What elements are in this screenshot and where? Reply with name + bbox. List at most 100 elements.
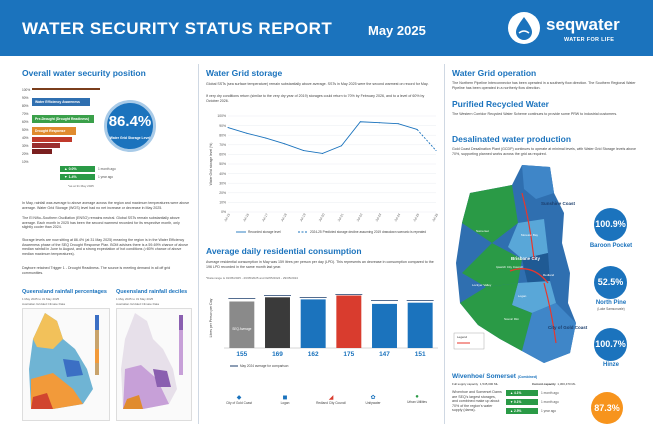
data-point	[378, 122, 380, 124]
wivenhoe-text: Wivenhoe and Somerset Dams are SEQ's lar…	[452, 390, 502, 413]
dam-north-pine-sub: (Lake Samsonvale)	[597, 307, 625, 311]
bar-value-label: 175	[343, 351, 354, 358]
council-logo-logan: ◼ Logan	[280, 395, 290, 405]
bar-value-label: 155	[236, 351, 247, 358]
council-logo-urban-utilities: ● Urban Utilities	[407, 394, 427, 404]
change-1-month: ▲ 0.0%	[60, 166, 95, 172]
data-point	[265, 137, 267, 139]
report-title: WATER SECURITY STATUS REPORT	[22, 19, 333, 38]
overall-paragraph: The El Niño–Southern Oscillation (ENSO) …	[22, 216, 180, 230]
level-band	[32, 143, 60, 148]
rainfall-percentages-title: Queensland rainfall percentages	[22, 289, 107, 295]
consumption-text: Average residential consumption in May w…	[206, 260, 434, 269]
seq-region-map	[453, 165, 576, 363]
x-tick-label: Jul-26	[431, 213, 439, 223]
series-line	[227, 121, 418, 154]
y-tick-label: 90%	[219, 124, 226, 128]
level-drought-response: Drought Response	[32, 127, 76, 135]
consumption-chart: Litres per Person per Day 155 169 162 175 147…	[209, 294, 438, 368]
rainfall-percentages-map	[22, 308, 110, 421]
y-tick-label: 20%	[219, 191, 226, 195]
wivenhoe-change-label: 1 year ago	[541, 409, 557, 413]
water-drop-icon	[508, 12, 540, 44]
consumption-note: *Data range is 01/05/2025 - 26/05/2025 a…	[206, 276, 298, 280]
map-label-scenic-rim: Scenic Rim	[504, 317, 520, 321]
y-axis-label: Litres per Person per Day	[209, 298, 213, 337]
data-point	[397, 123, 399, 125]
map-label-gold-coast: City of Gold Coast	[548, 325, 588, 330]
storage-text: Global SSTs (sea surface temperature) re…	[206, 82, 429, 86]
rainfall-percentages-source: Australian Gridded Climate Data	[22, 302, 66, 306]
legend-label: May 2024 average for comparison	[240, 364, 289, 368]
change-1-year-label: 1 year ago	[98, 175, 114, 179]
level-band	[32, 149, 52, 154]
data-point	[303, 150, 305, 152]
y-tick-label: 60%	[219, 153, 226, 157]
legend-label: Recorded storage level	[248, 230, 281, 234]
data-point	[340, 145, 342, 147]
data-point	[246, 132, 248, 134]
x-tick-label: Jul-25	[412, 213, 420, 223]
storage-text-2: If very dry conditions return (similar t…	[206, 94, 425, 103]
report-date: May 2025	[368, 23, 426, 38]
grid-storage-gauge: 86.4% Water Grid Storage Level	[104, 100, 156, 152]
level-pre-drought: Pre-Drought (Drought Readiness)	[32, 115, 94, 123]
y-tick-label: 70%	[219, 143, 226, 147]
map-label-ipswich: Ipswich City Council	[496, 265, 523, 269]
prw-text: The Western Corridor Recycled Water Sche…	[452, 112, 618, 116]
bar-value-label: 151	[415, 351, 426, 358]
bar-value-label: 169	[272, 351, 283, 358]
column-divider	[444, 64, 445, 424]
change-1-month-label: 1 month ago	[98, 167, 116, 171]
change-1-year: ▼ 1.4%	[60, 174, 95, 180]
gauge-value: 86.4%	[108, 113, 152, 130]
logo-tagline: WATER FOR LIFE	[564, 37, 615, 43]
wivenhoe-change-label: 1 month ago	[541, 400, 559, 404]
y-axis-label: Water Grid storage level (%)	[209, 143, 213, 186]
data-point	[416, 128, 418, 130]
level-band	[32, 137, 72, 142]
y-tick-label: 30%	[219, 181, 226, 185]
x-tick-label: Jul-15	[223, 213, 231, 223]
map-label-lockyer: Lockyer Valley	[472, 283, 492, 287]
map-label-sunshine-coast: Sunshine Coast	[541, 201, 576, 206]
y-tick-label: 100%	[217, 114, 226, 118]
x-tick-label: Jul-17	[261, 213, 269, 223]
x-tick-label: Jul-23	[375, 213, 383, 223]
council-logo-gold-coast: ◆ City of Gold Coast	[226, 395, 252, 405]
bar-3	[336, 295, 362, 348]
operations-heading: Water Grid operation	[452, 68, 537, 78]
data-point	[227, 127, 229, 129]
wivenhoe-change: ▲ 4.1%	[506, 390, 538, 396]
council-logo-unitywater: ✿ Unitywater	[365, 395, 381, 405]
bar-0	[229, 301, 255, 348]
prw-heading: Purified Recycled Water	[452, 99, 549, 109]
bar-value-label: 147	[379, 351, 390, 358]
x-tick-label: Jul-18	[280, 213, 288, 223]
logo-wordmark: seqwater	[546, 15, 620, 34]
wivenhoe-change-label: 1 month ago	[541, 391, 559, 395]
dam-hinze-level: 100.7%	[594, 328, 627, 361]
rainfall-percentages-dates: 1 May 2025 to 31 May 2025	[22, 297, 60, 301]
map-label-somerset: Somerset	[476, 229, 489, 233]
y-tick-label: 0%	[221, 210, 226, 214]
storage-heading: Water Grid storage	[206, 68, 283, 78]
x-tick-label: Jul-24	[393, 213, 401, 223]
map-label-logan: Logan	[518, 294, 527, 298]
x-tick-label: Jul-16	[242, 213, 250, 223]
y-tick-label: 40%	[219, 172, 226, 176]
rainfall-deciles-title: Queensland rainfall deciles	[116, 289, 188, 295]
y-tick-label: 50%	[219, 162, 226, 166]
seqwater-logo: seqwater WATER FOR LIFE	[508, 10, 638, 46]
desal-heading: Desalinated water production	[452, 134, 572, 144]
x-tick-label: Jul-22	[356, 213, 364, 223]
column-divider	[198, 64, 199, 424]
dam-north-pine-level: 52.5%	[594, 266, 627, 299]
wivenhoe-change: ▼ 0.1%	[506, 399, 538, 405]
dam-north-pine-name: North Pine	[595, 300, 627, 306]
level-band	[32, 88, 100, 90]
gauge-label: Water Grid Storage Level	[109, 136, 151, 140]
storage-chart: 100% 90% 80% 70% 60% 50% 40% 30% 20% 10% 0%Jul-15 J…	[209, 114, 439, 234]
rainfall-deciles-source: Australian Gridded Climate Data	[116, 302, 160, 306]
bar-5	[407, 302, 433, 348]
